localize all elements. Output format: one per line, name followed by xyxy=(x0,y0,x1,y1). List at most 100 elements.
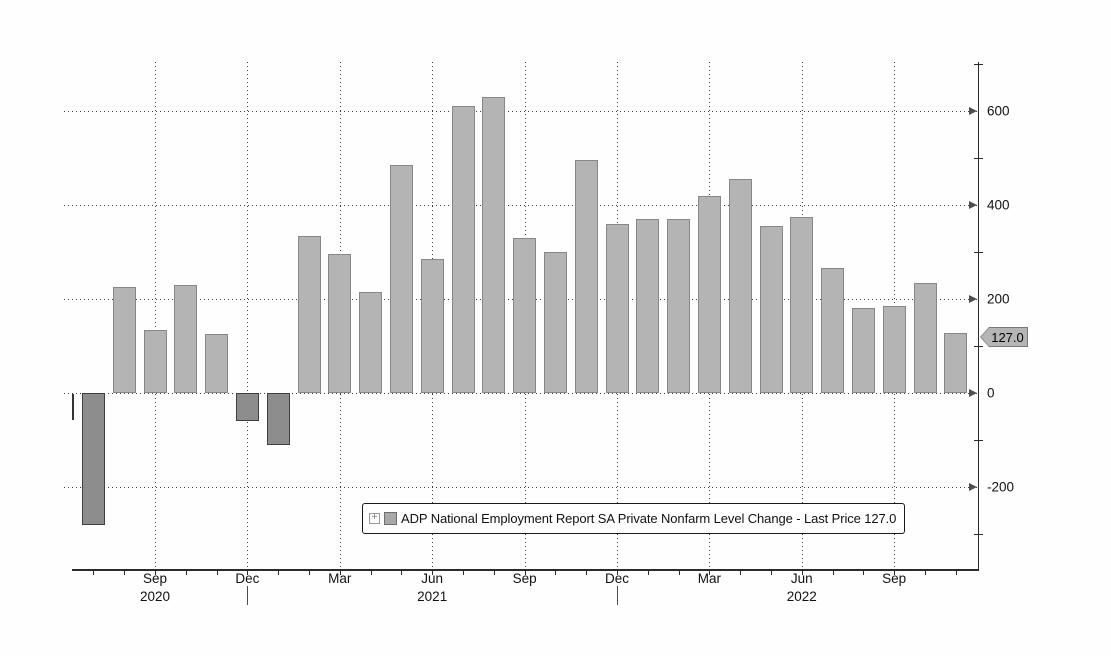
bar-mar-2021 xyxy=(328,254,352,393)
y-axis-tick-arrow-icon-0 xyxy=(969,389,977,397)
gridline-x-dec-2020 xyxy=(247,62,249,569)
x-axis-tick-feb-2022 xyxy=(678,569,680,575)
gridline-y-400 xyxy=(64,205,978,206)
y-axis-label-0: 0 xyxy=(987,385,995,401)
x-axis-tick-sep-2020 xyxy=(155,569,156,575)
x-axis-tick-apr-2022 xyxy=(740,569,742,575)
legend-series-swatch-icon xyxy=(384,512,397,525)
bar-aug-2022 xyxy=(851,308,875,393)
bar-feb-2021 xyxy=(297,235,321,393)
bar-jun-2022 xyxy=(790,216,814,393)
x-axis-tick-jun-2022 xyxy=(801,569,803,575)
bar-aug-2020 xyxy=(112,287,136,393)
bar-apr-2022 xyxy=(728,179,752,393)
bar-dec-2020 xyxy=(235,393,259,422)
x-axis-tick-nov-2022 xyxy=(955,569,957,575)
x-axis-tick-jan-2022 xyxy=(647,569,649,575)
year-separator xyxy=(617,586,618,605)
y-axis-tick-arrow-icon-200 xyxy=(969,295,977,303)
x-axis-tick-aug-2020 xyxy=(124,569,126,575)
bar-jan-2022 xyxy=(636,219,660,393)
x-axis-label-jun-2022: Jun xyxy=(790,571,813,586)
bar-jul-2020 xyxy=(81,393,105,525)
year-separator xyxy=(247,586,249,605)
bar-jan-2021 xyxy=(266,393,290,445)
y-axis-label--200: -200 xyxy=(987,479,1015,495)
bar-sep-2021 xyxy=(513,237,537,393)
gridline-y-600 xyxy=(64,111,978,112)
y-axis-minor-tick-500 xyxy=(974,158,983,159)
y-axis-line xyxy=(978,62,979,570)
gridline-y--200 xyxy=(64,487,978,488)
x-axis-year-2020: 2020 xyxy=(139,589,171,604)
bar-mar-2022 xyxy=(697,195,721,393)
x-axis-label-mar-2022: Mar xyxy=(697,571,722,586)
bar-sep-2022 xyxy=(882,306,906,393)
zero-baseline-left-tick xyxy=(72,394,74,420)
last-price-tag: 127.0 xyxy=(980,327,1028,347)
x-axis-label-sep-2021: Sep xyxy=(512,571,537,586)
y-axis-minor-tick-300 xyxy=(974,252,983,253)
x-axis-tick-aug-2021 xyxy=(493,569,495,575)
x-axis-tick-oct-2022 xyxy=(925,569,926,575)
y-axis-minor-tick--100 xyxy=(974,440,983,441)
bar-oct-2022 xyxy=(913,282,937,393)
y-axis-minor-tick-700 xyxy=(974,64,983,65)
x-axis-label-dec-2020: Dec xyxy=(235,571,260,586)
x-axis-tick-sep-2022 xyxy=(894,569,896,575)
x-axis-tick-jul-2020 xyxy=(93,569,95,575)
x-axis-tick-jul-2021 xyxy=(463,569,464,575)
bar-jun-2021 xyxy=(420,259,444,393)
x-axis-tick-jan-2021 xyxy=(278,569,280,575)
x-axis-tick-jul-2022 xyxy=(832,569,834,575)
bar-aug-2021 xyxy=(482,96,506,393)
x-axis-tick-oct-2020 xyxy=(185,569,187,575)
gridline-x-sep-2020 xyxy=(155,62,156,569)
y-axis-minor-tick--300 xyxy=(974,534,983,535)
x-axis-tick-feb-2021 xyxy=(309,569,310,575)
bar-jul-2021 xyxy=(451,106,475,393)
bar-nov-2020 xyxy=(205,334,229,393)
x-axis-tick-dec-2021 xyxy=(617,569,618,575)
bar-nov-2021 xyxy=(574,160,598,393)
x-axis-year-2022: 2022 xyxy=(786,589,817,604)
x-axis-label-dec-2021: Dec xyxy=(604,571,630,586)
x-axis-tick-nov-2021 xyxy=(586,569,588,575)
x-axis-tick-apr-2021 xyxy=(370,569,372,575)
x-axis-label-jun-2021: Jun xyxy=(421,571,444,586)
x-axis-tick-nov-2020 xyxy=(216,569,218,575)
legend-expand-icon[interactable]: + xyxy=(369,513,380,524)
x-axis-year-2021: 2021 xyxy=(417,589,448,604)
bar-feb-2022 xyxy=(667,219,691,393)
bar-may-2022 xyxy=(759,226,783,393)
x-axis-tick-mar-2022 xyxy=(709,569,711,575)
x-axis-tick-oct-2021 xyxy=(555,569,557,575)
x-axis-tick-sep-2021 xyxy=(524,569,526,575)
y-axis-tick-arrow-icon--200 xyxy=(969,483,977,491)
last-price-value: 127.0 xyxy=(981,328,1027,346)
bar-sep-2020 xyxy=(143,329,167,393)
y-axis-label-400: 400 xyxy=(987,197,1010,213)
bar-may-2021 xyxy=(389,165,413,393)
x-axis-tick-mar-2021 xyxy=(339,569,341,575)
x-axis-tick-dec-2020 xyxy=(247,569,249,575)
x-axis-tick-may-2021 xyxy=(401,569,403,575)
y-axis-label-600: 600 xyxy=(987,103,1010,119)
x-axis-tick-may-2022 xyxy=(771,569,772,575)
gridline-y-0 xyxy=(64,393,978,394)
x-axis-tick-jun-2021 xyxy=(432,569,434,575)
bar-oct-2020 xyxy=(174,284,198,393)
legend-item[interactable]: + ADP National Employment Report SA Priv… xyxy=(362,503,906,534)
y-axis-tick-arrow-icon-600 xyxy=(969,107,977,115)
y-axis-label-200: 200 xyxy=(987,291,1010,307)
bar-apr-2021 xyxy=(359,291,383,393)
bar-nov-2022 xyxy=(944,333,968,393)
x-axis-tick-aug-2022 xyxy=(863,569,865,575)
bar-dec-2021 xyxy=(605,223,629,393)
bar-oct-2021 xyxy=(543,252,567,393)
y-axis-tick-arrow-icon-400 xyxy=(969,201,977,209)
x-axis-label-mar-2021: Mar xyxy=(328,571,352,586)
bar-jul-2022 xyxy=(821,268,845,393)
